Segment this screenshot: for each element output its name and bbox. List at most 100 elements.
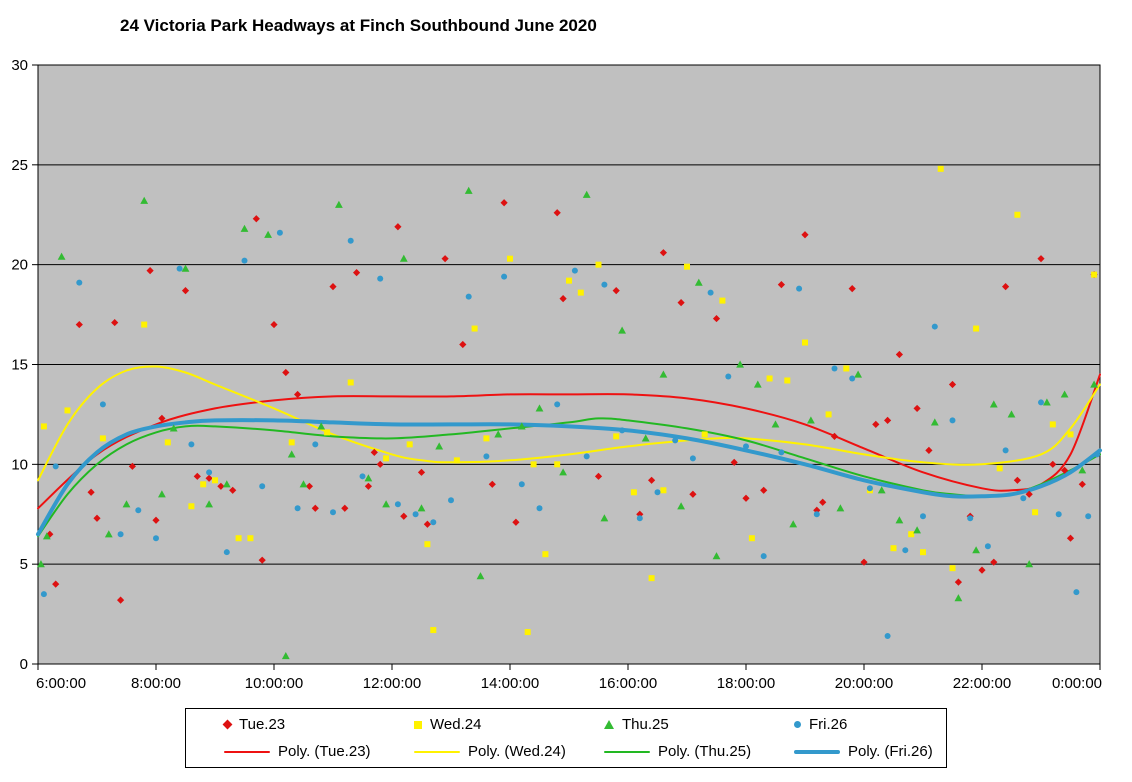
series-points-thu-25-marker xyxy=(399,254,408,262)
series-points-fri-26-marker xyxy=(153,535,159,542)
series-points-thu-25-marker xyxy=(57,252,66,260)
series-points-fri-26-marker xyxy=(743,443,749,450)
x-tick-label: 16:00:00 xyxy=(599,675,657,692)
series-points-fri-26-marker xyxy=(483,453,490,460)
series-points-fri-26-marker xyxy=(707,289,714,296)
series-points-fri-26-marker xyxy=(849,375,856,382)
series-points-tue-23-marker xyxy=(777,281,785,289)
series-points-thu-25-marker xyxy=(954,594,963,602)
series-points-tue-23-marker xyxy=(1078,480,1086,488)
series-points-tue-23-marker xyxy=(860,558,868,566)
series-points-wed-24-marker xyxy=(188,503,195,510)
x-tick-label: 20:00:00 xyxy=(835,675,893,692)
series-points-tue-23-marker xyxy=(819,498,827,506)
series-points-fri-26-marker xyxy=(518,481,525,488)
series-points-tue-23-marker xyxy=(229,486,237,494)
series-points-thu-25-marker xyxy=(335,200,343,208)
series-points-thu-25-marker xyxy=(771,420,780,428)
legend-label: Wed.24 xyxy=(430,716,482,733)
series-points-fri-26-marker xyxy=(760,553,767,560)
series-points-thu-25-marker xyxy=(807,416,815,424)
series-points-tue-23-marker xyxy=(559,295,567,303)
series-points-tue-23-marker xyxy=(612,287,620,295)
series-points-wed-24-marker xyxy=(40,423,47,430)
series-points-tue-23-marker xyxy=(305,482,313,490)
series-points-tue-23-marker xyxy=(677,299,685,307)
series-points-tue-23-marker xyxy=(364,482,372,490)
series-points-thu-25-marker xyxy=(104,530,113,538)
series-points-wed-24-marker xyxy=(1067,431,1074,438)
series-points-fri-26-marker xyxy=(359,473,366,480)
series-points-wed-24-marker xyxy=(766,375,773,382)
series-points-wed-24-marker xyxy=(164,439,171,446)
series-points-tue-23-marker xyxy=(417,468,426,476)
line-sample-icon xyxy=(414,750,460,753)
triangle-marker-icon xyxy=(604,720,614,729)
series-points-thu-25-marker xyxy=(240,224,249,232)
series-points-tue-23-marker xyxy=(978,566,986,574)
series-points-fri-26-marker xyxy=(725,373,732,380)
series-points-thu-25-marker xyxy=(659,370,668,378)
trendline-poly-fri-26 xyxy=(36,418,1102,537)
series-points-fri-26-marker xyxy=(967,515,974,522)
series-points-wed-24-marker xyxy=(406,441,413,448)
chart-svg: 0 5 10 15 20 25 30 6:00:00 8:00:00 10:00:00 12:00:… xyxy=(11,57,1102,692)
series-points-thu-25-marker xyxy=(930,418,939,426)
series-points-wed-24-marker xyxy=(235,535,242,542)
series-points-thu-25-marker xyxy=(382,500,390,508)
series-points-wed-24-marker xyxy=(64,407,71,414)
series-points-tue-23-marker xyxy=(848,285,856,293)
series-points-tue-23-marker xyxy=(1049,460,1057,468)
series-points-wed-24-marker xyxy=(890,545,897,552)
series-points-tue-23-marker xyxy=(488,480,496,488)
series-points-fri-26-marker xyxy=(448,497,454,504)
series-points-tue-23-marker xyxy=(730,458,738,466)
y-tick-label: 25 xyxy=(11,157,28,174)
x-tick-label: 6:00:00 xyxy=(36,675,86,692)
series-points-thu-25-marker xyxy=(287,450,296,458)
series-points-tue-23-marker xyxy=(128,462,136,470)
line-sample-icon xyxy=(794,749,840,754)
series-points-wed-24-marker xyxy=(843,365,850,372)
series-points-fri-26-marker xyxy=(412,511,419,518)
series-points-fri-26-marker xyxy=(931,323,938,330)
series-points-thu-25-marker xyxy=(169,424,178,432)
series-points-fri-26-marker xyxy=(206,469,213,476)
series-points-wed-24-marker xyxy=(566,277,572,284)
series-points-wed-24-marker xyxy=(524,629,531,636)
series-points-tue-23-marker xyxy=(75,320,83,329)
series-points-fri-26-marker xyxy=(465,293,472,300)
legend-item-fri-26: Fri.26 xyxy=(756,716,946,733)
series-points-fri-26-marker xyxy=(176,265,183,272)
series-points-fri-26-marker xyxy=(536,505,543,512)
series-points-fri-26-marker xyxy=(135,507,142,514)
legend: Tue.23 Wed.24 Thu.25 Fri.26 Poly. (Tue.23) P… xyxy=(185,708,947,768)
series-points-tue-23-marker xyxy=(353,269,361,277)
legend-item-wed-24: Wed.24 xyxy=(376,716,566,733)
series-points-fri-26-marker xyxy=(636,515,643,522)
x-tick-label: 10:00:00 xyxy=(245,675,303,692)
series-points-tue-23-marker xyxy=(925,446,933,454)
series-points-tue-23-marker xyxy=(742,494,750,502)
series-points-tue-23-marker xyxy=(553,209,561,217)
series-points-wed-24-marker xyxy=(347,379,354,386)
series-points-wed-24-marker xyxy=(660,487,667,494)
series-points-thu-25-marker xyxy=(712,552,721,560)
series-points-tue-23-marker xyxy=(500,199,508,207)
series-points-wed-24-marker xyxy=(99,435,106,442)
series-points-thu-25-marker xyxy=(535,404,544,412)
series-points-tue-23-marker xyxy=(760,486,768,494)
series-points-wed-24-marker xyxy=(949,565,956,572)
trendline-poly-tue-23 xyxy=(37,373,1101,510)
series-points-fri-26-marker xyxy=(884,633,891,640)
series-points-wed-24-marker xyxy=(247,535,254,542)
series-points-wed-24-marker xyxy=(908,531,915,538)
series-points-tue-23-marker xyxy=(948,380,957,389)
series-points-thu-25-marker xyxy=(158,490,166,498)
series-points-tue-23-marker xyxy=(394,223,402,231)
series-points-fri-26-marker xyxy=(554,401,561,408)
series-points-fri-26-marker xyxy=(949,417,956,424)
series-points-tue-23-marker xyxy=(376,460,384,468)
series-points-thu-25-marker xyxy=(494,430,503,438)
legend-label: Poly. (Fri.26) xyxy=(848,743,933,760)
